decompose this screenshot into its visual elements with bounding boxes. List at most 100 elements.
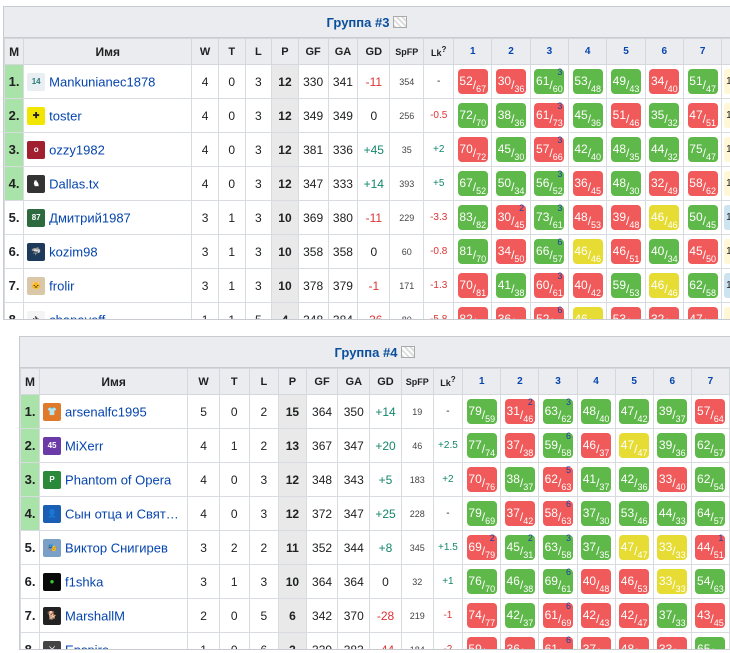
- match-result-5[interactable]: 53/59: [611, 307, 642, 319]
- match-result-5[interactable]: 51/46: [611, 103, 642, 128]
- player-name-link[interactable]: chapayeff: [49, 312, 106, 320]
- player-name-link[interactable]: f1shka: [65, 574, 104, 589]
- player-name-link[interactable]: toster: [49, 108, 82, 123]
- match-result-7[interactable]: 75/47: [687, 137, 718, 162]
- extra-result[interactable]: [724, 307, 730, 319]
- header-match-3[interactable]: 3: [529, 38, 570, 65]
- match-result-3[interactable]: 62/63 5: [542, 465, 573, 492]
- match-result-6[interactable]: 46/46: [649, 205, 680, 230]
- match-result-7[interactable]: 65/43: [695, 637, 726, 649]
- match-result-3[interactable]: 63/58 3: [542, 533, 573, 560]
- match-result-7[interactable]: 62/58: [687, 273, 718, 298]
- extra-result[interactable]: 1:: [724, 137, 730, 162]
- match-result-5[interactable]: 48/30: [611, 171, 642, 196]
- header-match-6[interactable]: 6: [652, 368, 692, 395]
- match-result-1[interactable]: 52/67: [457, 69, 488, 94]
- match-result-1[interactable]: 69/79 2: [466, 533, 497, 560]
- match-result-1[interactable]: 74/77: [466, 603, 497, 628]
- header-match-1[interactable]: 1: [453, 38, 493, 65]
- match-result-4[interactable]: 37/35: [581, 535, 612, 560]
- match-result-5[interactable]: 48/54: [619, 637, 650, 649]
- player-name-link[interactable]: arsenalfc1995: [65, 404, 147, 419]
- match-result-4[interactable]: 36/45: [572, 171, 603, 196]
- match-result-7[interactable]: 64/57: [695, 501, 726, 526]
- match-result-3[interactable]: 61/69 6: [542, 601, 573, 628]
- match-result-4[interactable]: 37/30: [581, 501, 612, 526]
- match-result-4[interactable]: 46/37: [581, 433, 612, 458]
- match-result-1[interactable]: 79/59: [466, 399, 497, 424]
- match-result-6[interactable]: 46/46: [649, 273, 680, 298]
- header-match-7[interactable]: 7: [682, 38, 723, 65]
- match-result-1[interactable]: 70/72: [457, 137, 488, 162]
- header-match-6[interactable]: 6: [644, 38, 684, 65]
- match-result-6[interactable]: 33/40: [657, 467, 688, 492]
- help-icon[interactable]: ?: [441, 45, 447, 54]
- player-name-link[interactable]: Дмитрий1987: [49, 210, 131, 225]
- match-result-7[interactable]: 54/63: [695, 569, 726, 594]
- match-result-1[interactable]: 83/82: [457, 205, 488, 230]
- match-result-6[interactable]: 33/33: [657, 535, 688, 560]
- match-result-6[interactable]: 33/44: [657, 637, 688, 649]
- match-result-4[interactable]: 42/40: [572, 137, 603, 162]
- match-result-6[interactable]: 40/34: [649, 239, 680, 264]
- match-result-3[interactable]: 57/66 3: [534, 135, 565, 162]
- extra-result[interactable]: 1:: [724, 273, 730, 298]
- match-result-4[interactable]: 42/43: [581, 603, 612, 628]
- match-result-7[interactable]: 58/62: [687, 171, 718, 196]
- player-name-link[interactable]: MarshallM: [65, 608, 126, 623]
- match-result-5[interactable]: 42/47: [619, 603, 650, 628]
- extra-result[interactable]: 1:: [724, 239, 730, 264]
- header-match-5[interactable]: 5: [606, 38, 646, 65]
- extra-result[interactable]: 1:: [724, 103, 730, 128]
- match-result-4[interactable]: 46/46: [572, 307, 603, 319]
- match-result-1[interactable]: 72/70: [457, 103, 488, 128]
- player-name-link[interactable]: Сын отца и Свят…: [65, 506, 179, 521]
- match-result-3[interactable]: 60/61 3: [534, 271, 565, 298]
- match-result-4[interactable]: 45/36: [572, 103, 603, 128]
- player-name-link[interactable]: ozzy1982: [49, 142, 105, 157]
- header-match-1[interactable]: 1: [462, 368, 502, 395]
- match-result-2[interactable]: 36/46: [504, 637, 535, 649]
- match-result-2[interactable]: 46/38: [504, 569, 535, 594]
- header-match-7[interactable]: 7: [690, 368, 730, 395]
- match-result-5[interactable]: 42/36: [619, 467, 650, 492]
- match-result-5[interactable]: 47/47: [619, 433, 650, 458]
- match-result-7[interactable]: 43/45: [695, 603, 726, 628]
- match-result-6[interactable]: 32/35: [649, 307, 680, 319]
- match-result-5[interactable]: 39/48: [611, 205, 642, 230]
- match-result-2[interactable]: 36/50: [496, 307, 527, 319]
- player-name-link[interactable]: Виктор Снигирев: [65, 540, 168, 555]
- match-result-3[interactable]: 56/52 3: [534, 169, 565, 196]
- match-result-4[interactable]: 40/48: [581, 569, 612, 594]
- match-result-4[interactable]: 48/53: [572, 205, 603, 230]
- header-match-3[interactable]: 3: [538, 368, 578, 395]
- match-result-1[interactable]: 76/70: [466, 569, 497, 594]
- player-name-link[interactable]: Mankunianec1878: [49, 74, 156, 89]
- player-name-link[interactable]: Phantom of Opera: [65, 472, 172, 487]
- match-result-3[interactable]: 73/61 3: [534, 203, 565, 230]
- match-result-2[interactable]: 50/34: [496, 171, 527, 196]
- match-result-3[interactable]: 59/58 6: [542, 431, 573, 458]
- match-result-1[interactable]: 59/79: [466, 637, 497, 649]
- match-result-3[interactable]: 61/706: [542, 635, 573, 649]
- player-name-link[interactable]: MiXerr: [65, 438, 104, 453]
- match-result-2[interactable]: 45/30: [496, 137, 527, 162]
- match-result-5[interactable]: 48/35: [611, 137, 642, 162]
- match-result-2[interactable]: 38/37: [504, 467, 535, 492]
- header-match-4[interactable]: 4: [568, 38, 608, 65]
- match-result-4[interactable]: 46/46: [572, 239, 603, 264]
- header-match-2[interactable]: 2: [491, 38, 531, 65]
- match-result-2[interactable]: 37/38: [504, 433, 535, 458]
- match-result-7[interactable]: 50/45: [687, 205, 718, 230]
- match-result-4[interactable]: 40/42: [572, 273, 603, 298]
- player-name-link[interactable]: Dallas.tx: [49, 176, 100, 191]
- match-result-5[interactable]: 59/53: [611, 273, 642, 298]
- match-result-7[interactable]: 47/51: [687, 103, 718, 128]
- match-result-6[interactable]: 39/37: [657, 399, 688, 424]
- match-result-6[interactable]: 39/36: [657, 433, 688, 458]
- player-name-link[interactable]: kozim98: [49, 244, 98, 259]
- table-toggle-icon[interactable]: [393, 16, 408, 28]
- match-result-5[interactable]: 47/47: [619, 535, 650, 560]
- match-result-4[interactable]: 41/37: [581, 467, 612, 492]
- match-result-2[interactable]: 37/42: [504, 501, 535, 526]
